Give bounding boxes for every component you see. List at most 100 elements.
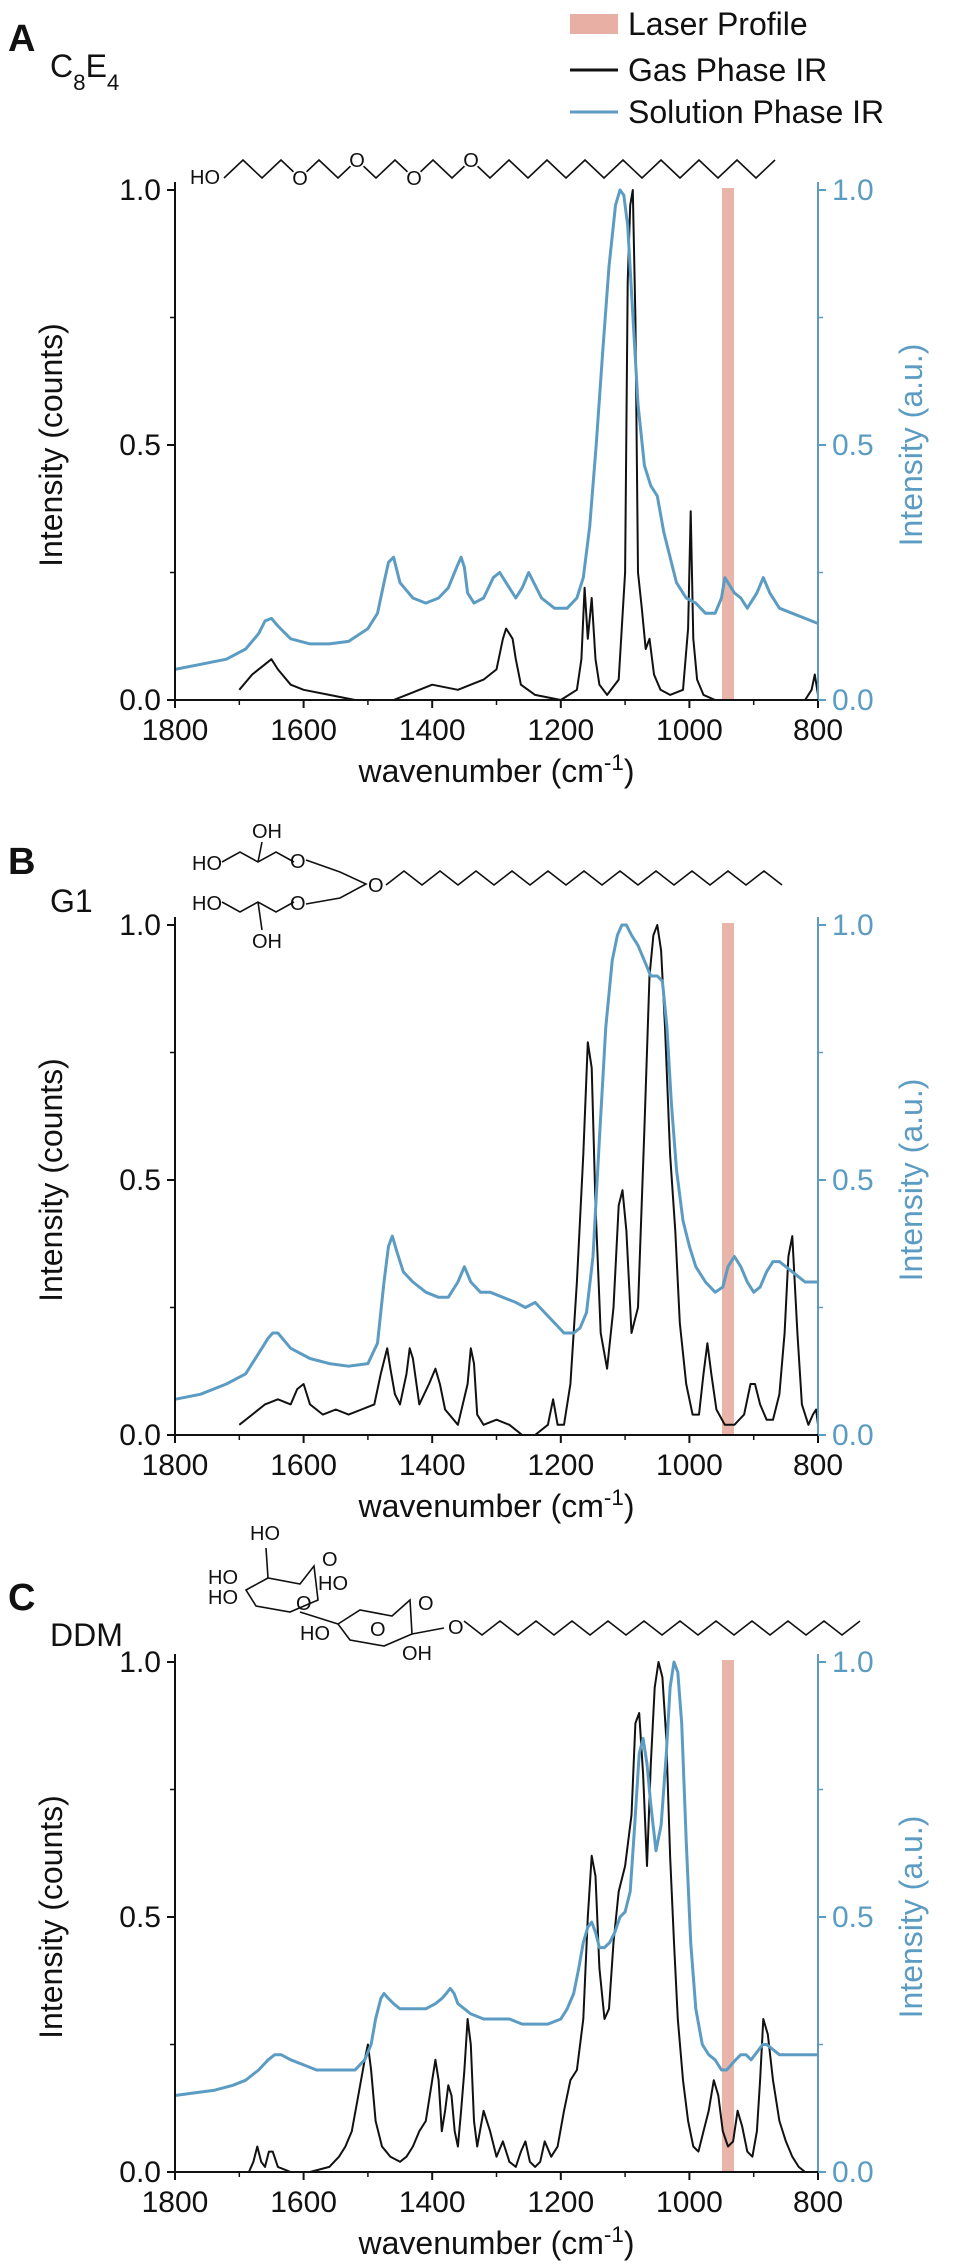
legend: Laser Profile Gas Phase IR Solution Phase …	[570, 6, 884, 130]
y-right-tick-label: 0.5	[832, 429, 874, 462]
chem-atom-label: O	[322, 1549, 338, 1571]
x-tick-label: 1200	[527, 714, 594, 747]
formula-part: E	[86, 48, 107, 84]
y-right-tick-label: 1.0	[832, 174, 874, 207]
y-right-tick-label: 0.5	[832, 1164, 874, 1197]
x-tick-label: 1800	[142, 2186, 209, 2219]
chem-atom-label: O	[290, 851, 306, 873]
y-right-tick-label: 0.0	[832, 684, 874, 717]
oxygen-knockout	[348, 151, 366, 169]
glycosidic-bond	[299, 1611, 339, 1625]
y-tick-label: 0.5	[119, 1901, 161, 1934]
formula-part: C	[50, 48, 73, 84]
x-tick-label: 1000	[656, 1449, 723, 1482]
x-tick-label: 800	[793, 2186, 843, 2219]
chem-atom-label: O	[290, 893, 306, 915]
y-axis-label: Intensity (counts)	[33, 1795, 69, 2039]
structure-c8e4: HO O O O O	[190, 150, 776, 190]
gas-phase-ir-line	[239, 1661, 818, 2173]
gas-phase-ir-line	[238, 924, 819, 1436]
molecule-name: DDM	[50, 1617, 123, 1653]
label-part: )	[624, 1488, 635, 1524]
x-axis-label: wavenumber (cm-1)	[358, 2222, 635, 2262]
molecule-name: G1	[50, 883, 93, 919]
x-tick-label: 1000	[656, 714, 723, 747]
chem-atom-label: HO	[300, 1623, 330, 1645]
legend-label: Solution Phase IR	[628, 94, 884, 130]
y-right-tick-label: 0.0	[832, 2156, 874, 2189]
legend-item: Laser Profile	[570, 6, 808, 42]
legend-label: Gas Phase IR	[628, 52, 827, 88]
x-tick-label: 1600	[270, 714, 337, 747]
chem-atom-label: HO	[250, 1523, 280, 1545]
chem-atom-label: O	[370, 1619, 386, 1641]
chem-atom-label: HO	[318, 1573, 348, 1595]
solution-phase-ir-line	[174, 923, 818, 1401]
y-right-tick-label: 0.0	[832, 1419, 874, 1452]
y-tick-label: 1.0	[119, 909, 161, 942]
x-tick-label: 1800	[142, 1449, 209, 1482]
laser-profile-band	[721, 188, 734, 700]
x-tick-label: 1600	[270, 1449, 337, 1482]
alkyl-chain	[385, 869, 783, 887]
y-tick-label: 0.0	[119, 684, 161, 717]
x-tick-label: 800	[793, 1449, 843, 1482]
ring-glucose-1	[244, 1563, 319, 1613]
chem-atom-label: O	[418, 1593, 434, 1615]
chem-atom-label: HO	[208, 1567, 238, 1589]
x-axis-label: wavenumber (cm-1)	[358, 750, 635, 790]
label-part: wavenumber (cm	[358, 1488, 604, 1524]
x-axis-label: wavenumber (cm-1)	[358, 1485, 635, 1525]
chem-atom-label: O	[448, 1617, 464, 1639]
oxygen-knockout	[291, 169, 309, 187]
y-right-axis-label: Intensity (a.u.)	[893, 344, 929, 547]
panel-letter: C	[8, 1577, 35, 1619]
chem-atom-label: O	[292, 168, 308, 190]
x-tick-label: 1000	[656, 2186, 723, 2219]
y-tick-label: 1.0	[119, 1646, 161, 1679]
chem-atom-label: OH	[252, 931, 282, 953]
bonds-core	[305, 859, 368, 905]
formula-subscript: 8	[73, 70, 85, 95]
label-part: )	[624, 2225, 635, 2261]
panel-letter: B	[8, 841, 35, 883]
y-tick-label: 0.5	[119, 429, 161, 462]
x-tick-label: 1200	[527, 1449, 594, 1482]
y-tick-label: 1.0	[119, 174, 161, 207]
y-tick-label: 0.0	[119, 2156, 161, 2189]
label-part: )	[624, 753, 635, 789]
solution-phase-ir-line	[174, 1660, 818, 2097]
chem-atom-label: O	[296, 1593, 312, 1615]
chem-atom-label: HO	[190, 167, 220, 189]
bond	[411, 1627, 445, 1635]
x-tick-label: 1400	[399, 2186, 466, 2219]
x-tick-label: 1200	[527, 2186, 594, 2219]
chem-atom-label: HO	[208, 1587, 238, 1609]
y-right-tick-label: 0.5	[832, 1901, 874, 1934]
y-axis-label: Intensity (counts)	[33, 1058, 69, 1302]
label-superscript: -1	[604, 2222, 624, 2247]
chem-atom-label: O	[463, 150, 479, 172]
label-part: wavenumber (cm	[358, 2225, 604, 2261]
molecule-name: C8E4	[50, 48, 119, 95]
y-right-axis-label: Intensity (a.u.)	[893, 1816, 929, 2019]
chain-bonds	[223, 158, 776, 180]
oxygen-knockout	[405, 169, 423, 187]
y-right-axis-label: Intensity (a.u.)	[893, 1079, 929, 1282]
laser-profile-band	[721, 923, 734, 1435]
chem-atom-label: OH	[252, 821, 282, 843]
oxygen-knockout	[462, 151, 480, 169]
ring-glucose-2	[336, 1598, 413, 1647]
chem-atom-label: O	[349, 150, 365, 172]
x-tick-label: 1800	[142, 714, 209, 747]
y-axis-label: Intensity (counts)	[33, 323, 69, 567]
y-right-tick-label: 1.0	[832, 1646, 874, 1679]
chem-atom-label: HO	[192, 853, 222, 875]
bond	[265, 1547, 269, 1579]
legend-item: Gas Phase IR	[570, 52, 827, 88]
